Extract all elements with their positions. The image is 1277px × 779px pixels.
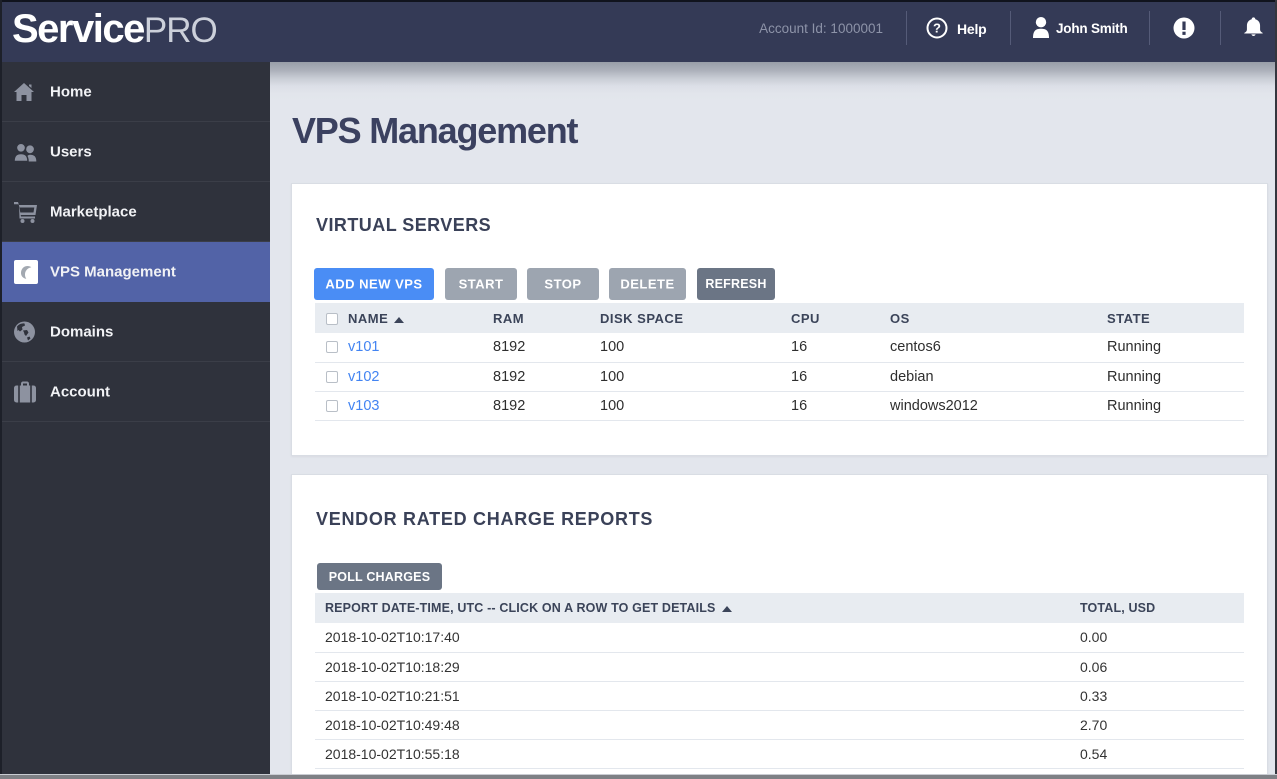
svg-text:?: ? [933, 21, 941, 36]
